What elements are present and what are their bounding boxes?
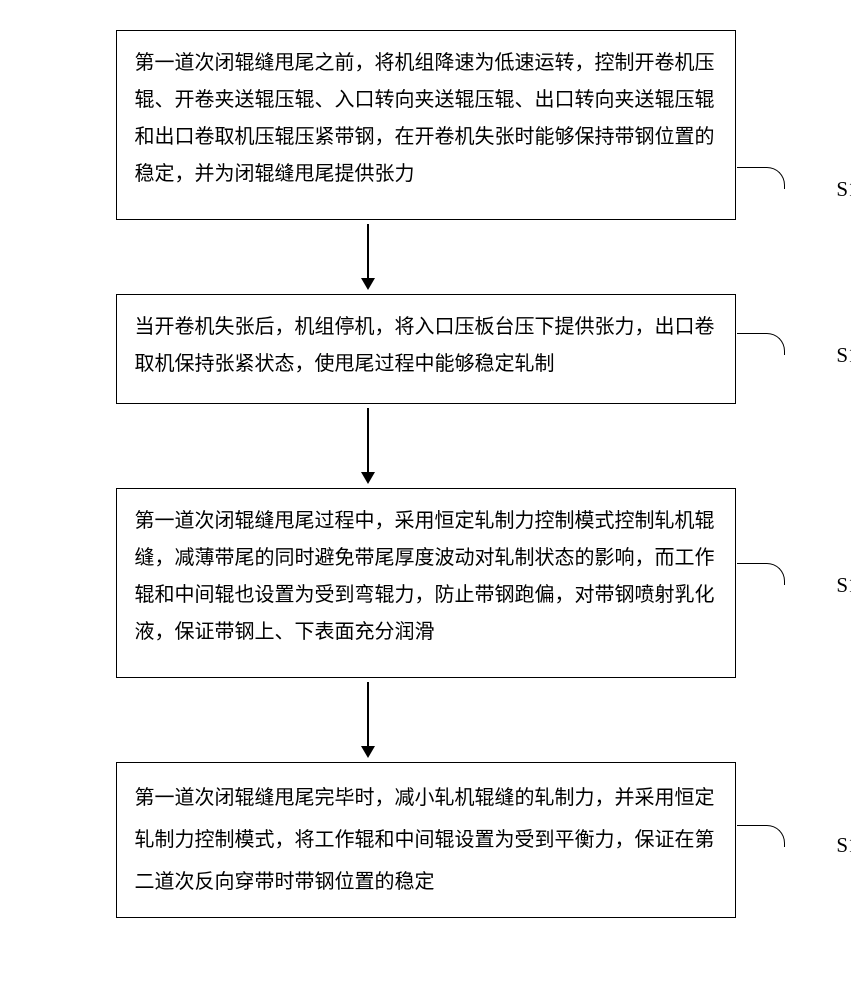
arrow-3: [361, 682, 375, 758]
connector-line: [737, 563, 785, 585]
step-box-s106: 第一道次闭辊缝甩尾过程中，采用恒定轧制力控制模式控制轧机辊缝，减薄带尾的同时避免…: [116, 488, 736, 678]
arrow-1: [361, 224, 375, 290]
arrow-2: [361, 408, 375, 484]
arrow-head: [361, 278, 375, 290]
step-text: 第一道次闭辊缝甩尾之前，将机组降速为低速运转，控制开卷机压辊、开卷夹送辊压辊、入…: [135, 52, 715, 185]
step-label-s104: S104: [836, 336, 851, 375]
step-box-s108: 第一道次闭辊缝甩尾完毕时，减小轧机辊缝的轧制力，并采用恒定轧制力控制模式，将工作…: [116, 762, 736, 918]
connector-line: [737, 825, 785, 847]
step-text: 第一道次闭辊缝甩尾过程中，采用恒定轧制力控制模式控制轧机辊缝，减薄带尾的同时避免…: [135, 510, 715, 643]
step-label-s102: S102: [836, 170, 851, 209]
flowchart-container: 第一道次闭辊缝甩尾之前，将机组降速为低速运转，控制开卷机压辊、开卷夹送辊压辊、入…: [40, 30, 811, 918]
connector-line: [737, 167, 785, 189]
arrow-line: [367, 224, 369, 279]
arrow-head: [361, 472, 375, 484]
step-text: 第一道次闭辊缝甩尾完毕时，减小轧机辊缝的轧制力，并采用恒定轧制力控制模式，将工作…: [135, 787, 715, 893]
step-label-s108: S108: [836, 823, 851, 867]
step-box-s104: 当开卷机失张后，机组停机，将入口压板台压下提供张力，出口卷取机保持张紧状态，使甩…: [116, 294, 736, 404]
arrow-head: [361, 746, 375, 758]
step-text: 当开卷机失张后，机组停机，将入口压板台压下提供张力，出口卷取机保持张紧状态，使甩…: [135, 316, 715, 375]
connector-line: [737, 333, 785, 355]
arrow-line: [367, 408, 369, 473]
step-label-s106: S106: [836, 566, 851, 605]
step-box-s102: 第一道次闭辊缝甩尾之前，将机组降速为低速运转，控制开卷机压辊、开卷夹送辊压辊、入…: [116, 30, 736, 220]
arrow-line: [367, 682, 369, 747]
